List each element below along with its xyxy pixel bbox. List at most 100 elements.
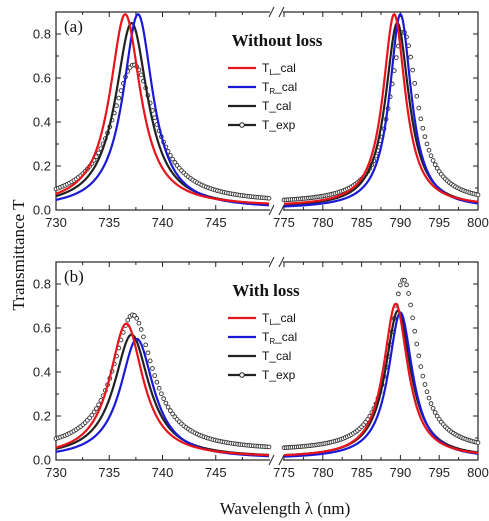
x-tick-label: 745 <box>205 465 227 480</box>
series-T_exp-point <box>475 192 481 198</box>
series-T_exp-point <box>408 54 413 60</box>
x-tick-label: 785 <box>351 465 373 480</box>
series-group <box>53 13 481 208</box>
series-T_exp-point <box>434 165 440 171</box>
axis-break-gap <box>270 259 283 265</box>
y-tick-label: 0.0 <box>33 453 51 468</box>
series-T_exp-point <box>172 160 178 165</box>
axis-break-mark <box>278 6 285 18</box>
legend-entry-label: TR_cal <box>262 80 297 96</box>
axis-break-mark <box>268 6 275 18</box>
series-T_exp-point <box>412 328 418 334</box>
axis-break-mark <box>268 454 275 466</box>
x-tick-label: 740 <box>152 465 174 480</box>
y-tick-label: 0.4 <box>33 365 51 380</box>
x-tick-label: 795 <box>428 215 450 230</box>
series-T_exp-point <box>165 404 171 410</box>
x-tick-label: 740 <box>152 215 174 230</box>
legend: TL_cal TR_cal T_cal T_exp <box>228 311 297 382</box>
y-tick-label: 0.0 <box>33 203 51 218</box>
series-T_exp-point <box>422 382 428 387</box>
series-T_exp-point <box>152 373 157 378</box>
series-T_exp-point <box>424 141 430 147</box>
series-T_exp-point <box>402 277 407 283</box>
series-T_exp-point <box>430 405 436 411</box>
y-axis-title: Transmittance T <box>9 199 28 311</box>
x-tick-label: 780 <box>312 465 334 480</box>
y-tick-label: 0.6 <box>33 321 51 336</box>
series-T_exp-point <box>418 116 424 122</box>
series-T_exp-point <box>412 81 418 86</box>
series-T_exp-point <box>150 366 155 371</box>
series-T_exp-point <box>168 408 173 414</box>
series-T_exp-point <box>432 162 438 167</box>
axis-break-gap <box>270 207 283 213</box>
series-T_exp-point <box>163 400 169 406</box>
series-T_exp-point <box>414 341 420 347</box>
series-T_exp-point <box>147 358 153 364</box>
x-tick-label: 790 <box>390 465 412 480</box>
series-T_exp-point <box>422 134 428 140</box>
legend-marker <box>239 372 245 378</box>
x-tick-label: 790 <box>390 215 412 230</box>
series-T_exp-point <box>420 125 426 131</box>
chart-panel-a: 0.0 0.2 0.4 0.6 0.8 730 735 740 745 775 780 785 790 7… <box>33 6 489 230</box>
y-tick-label: 0.4 <box>33 115 51 130</box>
y-tick-label: 0.8 <box>33 277 51 292</box>
series-T_exp-point <box>161 396 166 401</box>
y-tick-label: 0.2 <box>33 409 51 424</box>
panel-label: (a) <box>64 17 83 36</box>
x-tick-label: 800 <box>467 465 489 480</box>
x-tick-label: 735 <box>98 215 120 230</box>
legend-entry-label: T_exp <box>262 368 296 382</box>
series-T_exp-point <box>89 412 95 418</box>
series-T_exp-point <box>134 316 140 321</box>
axis-break-gap <box>270 9 283 15</box>
y-tick-label: 0.8 <box>33 27 51 42</box>
series-group <box>53 277 481 458</box>
legend-entry-label: TL_cal <box>262 61 296 77</box>
series-T_exp-point <box>410 315 415 321</box>
x-tick-label: 785 <box>351 215 373 230</box>
x-tick-label: 780 <box>312 215 334 230</box>
series-T_exp-point <box>143 342 149 348</box>
legend-entry-label: T_cal <box>262 99 291 113</box>
series-T_exp-point <box>266 195 272 201</box>
x-tick-label: 795 <box>428 465 450 480</box>
series-T_exp-point <box>426 147 432 153</box>
series-T_exp-point <box>432 410 438 415</box>
plot-frame <box>55 261 479 461</box>
legend-entry-label: T_cal <box>262 349 291 363</box>
series-T_exp-point <box>430 158 436 163</box>
series-T_exp-point <box>116 95 122 101</box>
series-T_exp-point <box>428 153 434 159</box>
y-tick-label: 0.2 <box>33 159 51 174</box>
chart-panel-b: 0.0 0.2 0.4 0.6 0.8 730 735 740 745 775 780 785 790 7… <box>33 256 489 480</box>
series-T_exp-point <box>154 379 160 385</box>
x-tick-label: 735 <box>98 465 120 480</box>
x-tick-label: 775 <box>273 215 295 230</box>
series-T_exp-point <box>91 409 97 415</box>
series-T_L_cal-line <box>55 13 270 205</box>
series-T_exp-point <box>426 395 432 401</box>
x-tick-label: 745 <box>205 215 227 230</box>
x-tick-label: 730 <box>45 215 67 230</box>
chart-panels: 0.0 0.2 0.4 0.6 0.8 730 735 740 745 775 780 785 790 7… <box>33 6 489 480</box>
series-T_exp-point <box>410 67 415 73</box>
legend-entry-label: TL_cal <box>262 311 296 327</box>
legend: TL_cal TR_cal T_cal T_exp <box>228 61 297 132</box>
series-T_exp-point <box>398 282 403 288</box>
series-T_cal-line <box>55 21 270 206</box>
series-T_exp-point <box>170 156 175 162</box>
series-T_exp-point <box>393 55 399 60</box>
series-T_exp-point <box>414 93 420 99</box>
axis-break-mark <box>278 204 285 216</box>
panel-title: Without loss <box>232 31 323 50</box>
series-T_exp-point <box>145 350 151 356</box>
series-T_exp-point <box>424 389 430 395</box>
series-T_L_cal-line <box>283 302 479 457</box>
axis-break-mark <box>268 256 275 268</box>
series-T_exp-point <box>404 282 409 288</box>
axis-break-mark <box>278 256 285 268</box>
